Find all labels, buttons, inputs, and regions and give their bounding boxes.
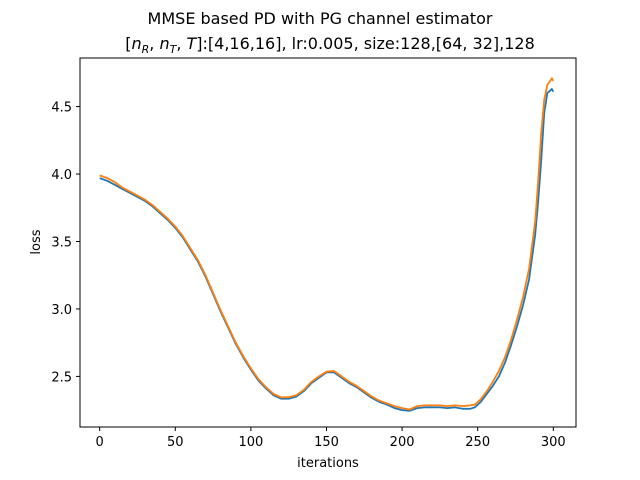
y-axis-ticks: 2.5 3.0 3.5 4.0 4.5 [51,101,80,385]
y-tick-label: 2.5 [51,370,72,385]
y-tick-label: 3.0 [51,303,72,318]
subtitle-sep-2: , [176,34,186,53]
x-tick-label: 50 [167,435,184,450]
x-tick-label: 150 [314,435,339,450]
subtitle-sub-t: T [170,43,178,56]
series-layer [99,77,555,412]
x-tick-label: 250 [465,435,490,450]
chart-subtitle: [nR, nT, T]:[4,16,16], lr:0.005, size:12… [125,34,535,56]
plot-frame [79,57,577,428]
x-tick-label: 100 [238,435,263,450]
y-tick-label: 3.5 [51,235,72,250]
subtitle-t: T [186,34,197,53]
x-tick-label: 0 [96,435,104,450]
subtitle-sub-r: R [142,43,150,56]
x-tick-label: 300 [541,435,566,450]
subtitle-sep: , [149,34,159,53]
series-line-2 [99,77,555,411]
subtitle-rest: :[4,16,16], lr:0.005, size:128,[64, 32],… [203,34,535,53]
chart-title: MMSE based PD with PG channel estimator [148,9,493,28]
x-tick-label: 200 [390,435,415,450]
y-tick-label: 4.5 [51,101,72,116]
y-axis-label: loss [29,229,44,254]
y-tick-label: 4.0 [51,168,72,183]
x-axis-ticks: 0 50 100 150 200 250 300 [96,427,566,450]
x-axis-label: iterations [297,456,359,471]
subtitle-n-r: n [131,34,141,53]
subtitle-n-t: n [159,34,169,53]
